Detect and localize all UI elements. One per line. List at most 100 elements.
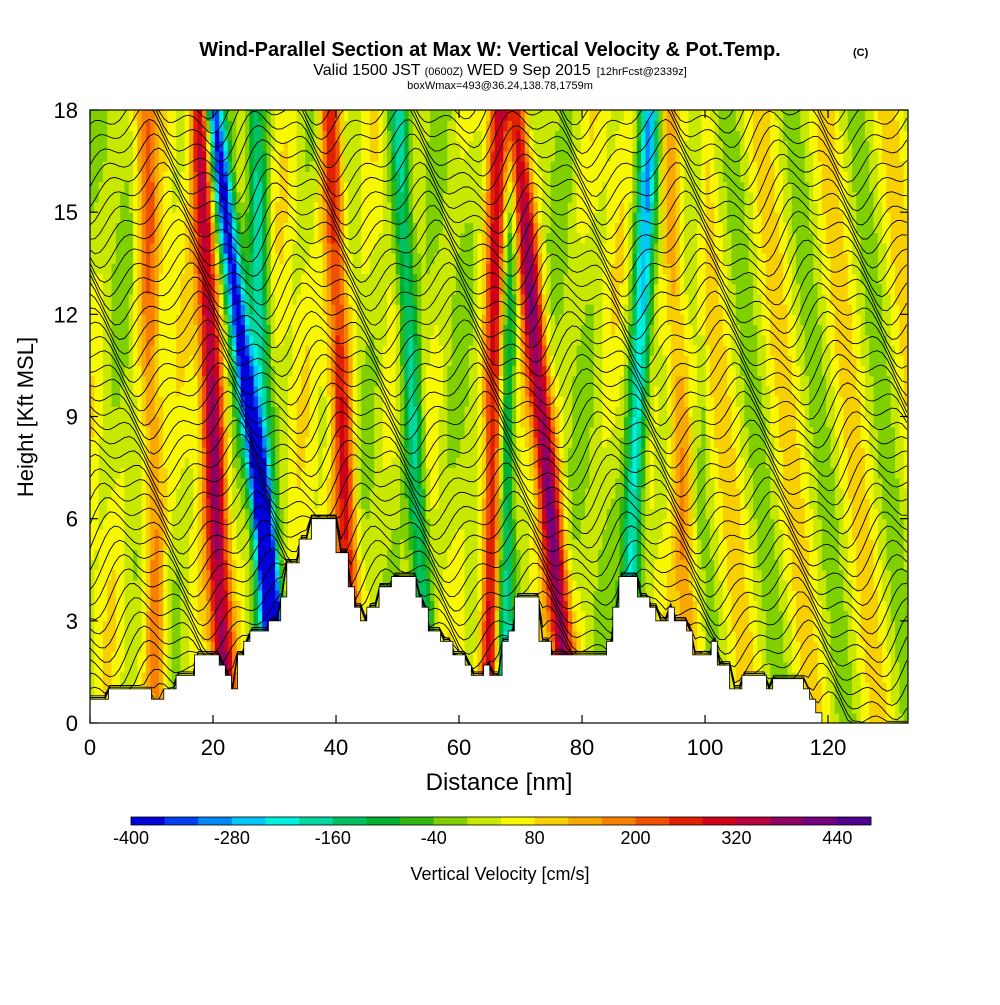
velocity-cell bbox=[326, 304, 332, 315]
velocity-cell bbox=[275, 140, 281, 152]
velocity-cell bbox=[443, 549, 448, 561]
velocity-cell bbox=[180, 631, 186, 642]
velocity-cell bbox=[145, 416, 151, 428]
velocity-cell bbox=[111, 150, 117, 162]
velocity-cell bbox=[223, 559, 229, 571]
velocity-cell bbox=[236, 457, 242, 469]
velocity-cell bbox=[154, 590, 160, 601]
velocity-cell bbox=[158, 171, 164, 183]
velocity-cell bbox=[154, 692, 160, 704]
velocity-cell bbox=[210, 641, 216, 653]
velocity-cell bbox=[133, 171, 138, 183]
velocity-cell bbox=[335, 140, 341, 152]
velocity-cell bbox=[171, 120, 177, 132]
velocity-cell bbox=[94, 181, 100, 193]
velocity-cell bbox=[352, 355, 358, 367]
velocity-cell bbox=[176, 304, 182, 315]
velocity-cell bbox=[232, 488, 237, 499]
velocity-cell bbox=[128, 232, 134, 244]
velocity-cell bbox=[189, 416, 194, 428]
velocity-cell bbox=[283, 130, 289, 142]
velocity-cell bbox=[395, 273, 401, 285]
velocity-cell bbox=[171, 610, 177, 622]
velocity-cell bbox=[356, 263, 362, 275]
velocity-cell bbox=[253, 610, 259, 622]
velocity-cell bbox=[266, 488, 272, 499]
velocity-cell bbox=[344, 406, 349, 418]
velocity-cell bbox=[137, 140, 143, 152]
velocity-cell bbox=[279, 457, 285, 469]
velocity-cell bbox=[292, 406, 298, 418]
velocity-cell bbox=[184, 651, 190, 663]
velocity-cell bbox=[434, 110, 440, 121]
velocity-cell bbox=[236, 283, 242, 295]
velocity-cell bbox=[111, 130, 117, 142]
velocity-cell bbox=[124, 293, 130, 305]
velocity-cell bbox=[171, 508, 177, 520]
velocity-cell bbox=[408, 559, 414, 571]
velocity-cell bbox=[111, 436, 117, 448]
velocity-cell bbox=[408, 283, 414, 295]
velocity-cell bbox=[374, 304, 380, 315]
velocity-cell bbox=[313, 263, 319, 275]
velocity-cell bbox=[438, 610, 444, 622]
velocity-cell bbox=[206, 508, 212, 520]
velocity-cell bbox=[227, 304, 233, 315]
velocity-cell bbox=[356, 334, 362, 346]
velocity-cell bbox=[133, 569, 138, 581]
velocity-cell bbox=[244, 242, 250, 254]
velocity-cell bbox=[399, 130, 405, 142]
velocity-cell bbox=[404, 436, 410, 448]
velocity-cell bbox=[145, 181, 151, 193]
velocity-cell bbox=[163, 120, 169, 132]
velocity-cell bbox=[421, 579, 427, 591]
velocity-cell bbox=[387, 293, 392, 305]
velocity-cell bbox=[240, 201, 246, 213]
velocity-cell bbox=[240, 120, 246, 132]
velocity-cell bbox=[236, 641, 242, 653]
velocity-cell bbox=[163, 273, 169, 285]
velocity-cell bbox=[111, 641, 117, 653]
velocity-cell bbox=[223, 150, 229, 162]
velocity-cell bbox=[348, 171, 354, 183]
velocity-cell bbox=[374, 181, 380, 193]
velocity-cell bbox=[292, 508, 298, 520]
velocity-cell bbox=[279, 477, 285, 489]
velocity-cell bbox=[253, 293, 259, 305]
velocity-cell bbox=[283, 344, 289, 356]
velocity-cell bbox=[171, 324, 177, 336]
velocity-cell bbox=[443, 201, 448, 213]
velocity-cell bbox=[176, 355, 182, 367]
velocity-cell bbox=[150, 477, 156, 489]
velocity-cell bbox=[326, 181, 332, 193]
velocity-cell bbox=[378, 201, 384, 213]
velocity-cell bbox=[102, 406, 108, 418]
velocity-cell bbox=[262, 181, 268, 193]
velocity-cell bbox=[425, 569, 431, 581]
chart-title: Wind-Parallel Section at Max W: Vertical… bbox=[199, 39, 780, 61]
velocity-cell bbox=[425, 140, 431, 152]
velocity-cell bbox=[150, 559, 156, 571]
velocity-cell bbox=[443, 365, 448, 377]
velocity-cell bbox=[249, 304, 255, 315]
velocity-cell bbox=[98, 641, 104, 653]
velocity-cell bbox=[236, 539, 242, 550]
velocity-cell bbox=[193, 181, 199, 193]
velocity-cell bbox=[90, 365, 95, 377]
velocity-cell bbox=[344, 447, 349, 458]
velocity-cell bbox=[232, 528, 237, 540]
velocity-cell bbox=[193, 416, 199, 428]
velocity-cell bbox=[197, 293, 203, 305]
velocity-cell bbox=[253, 181, 259, 193]
velocity-cell bbox=[111, 120, 117, 132]
velocity-cell bbox=[257, 324, 263, 336]
velocity-cell bbox=[189, 253, 194, 264]
velocity-cell bbox=[382, 232, 388, 244]
velocity-cell bbox=[356, 375, 362, 387]
velocity-cell bbox=[369, 171, 375, 183]
velocity-cell bbox=[124, 651, 130, 663]
velocity-cell bbox=[262, 150, 268, 162]
velocity-cell bbox=[210, 201, 216, 213]
velocity-cell bbox=[395, 314, 401, 326]
velocity-cell bbox=[382, 222, 388, 234]
